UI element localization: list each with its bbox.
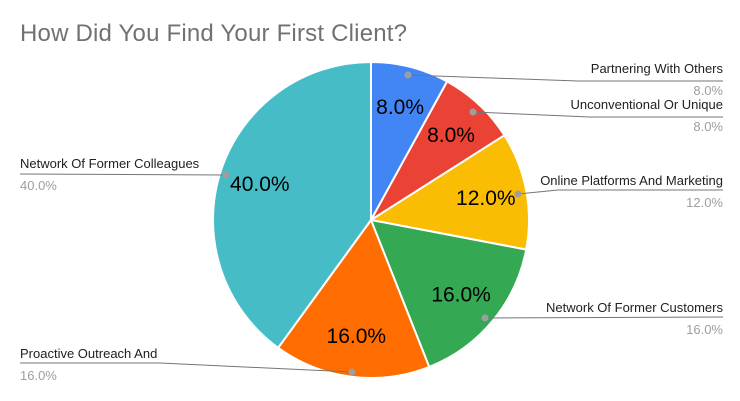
leader-dot-unconventional-or-unique — [469, 108, 477, 116]
callout-partnering-with-others: Partnering With Others 8.0% — [591, 61, 723, 98]
leader-line-network-of-former-customers — [484, 316, 724, 319]
leader-line-partnering-with-others — [407, 74, 723, 82]
chart-title: How Did You Find Your First Client? — [20, 20, 408, 47]
pie-slice-network-of-former-customers — [370, 219, 528, 368]
slice-percent-labels: 8.0%8.0% 12.0% 16.0% 16.0% 40.0% — [230, 96, 516, 348]
leader-dot-partnering-with-others — [404, 71, 412, 79]
callout-percent: 8.0% — [693, 119, 723, 134]
pie-slice-proactive-outreach-and — [277, 219, 431, 379]
pie-slice-online-platforms-and-marketing — [370, 134, 530, 251]
slice-percent-label-network-of-former-colleagues: 40.0% — [230, 173, 290, 196]
callout-label: Partnering With Others — [590, 61, 723, 76]
slice-percent-label-partnering-with-others: 8.0% — [376, 96, 424, 119]
pie-slice-network-of-former-colleagues — [212, 61, 372, 349]
leader-dot-network-of-former-customers — [481, 314, 489, 322]
callout-proactive-outreach-and: Proactive Outreach And 16.0% — [20, 346, 157, 383]
callout-percent: 12.0% — [686, 195, 723, 210]
callout-label: Unconventional Or Unique — [570, 97, 723, 112]
leader-line-online-platforms-and-marketing — [517, 189, 723, 195]
leader-line-network-of-former-colleagues — [19, 173, 227, 176]
callout-label: Network Of Former Colleagues — [20, 156, 200, 171]
callout-label: Proactive Outreach And — [20, 346, 158, 361]
leader-lines — [19, 71, 724, 376]
callout-network-of-former-colleagues: Network Of Former Colleagues 40.0% — [20, 156, 199, 193]
slice-percent-label-network-of-former-customers: 16.0% — [431, 284, 491, 307]
pie-slices — [212, 61, 530, 379]
callout-percent: 16.0% — [686, 322, 723, 337]
leader-dot-online-platforms-and-marketing — [514, 190, 522, 198]
leader-dot-network-of-former-colleagues — [222, 171, 230, 179]
slice-percent-label-unconventional-or-unique: 8.0% — [427, 124, 475, 147]
callout-unconventional-or-unique: Unconventional Or Unique 8.0% — [571, 97, 723, 134]
callout-label: Online Platforms And Marketing — [540, 173, 723, 188]
callout-network-of-former-customers: Network Of Former Customers 16.0% — [546, 300, 723, 337]
callout-percent: 40.0% — [20, 178, 57, 193]
leader-dot-proactive-outreach-and — [348, 368, 356, 376]
slice-percent-label-proactive-outreach-and: 16.0% — [327, 325, 387, 348]
slice-percent-label-online-platforms-and-marketing: 12.0% — [456, 187, 516, 210]
callout-percent: 8.0% — [693, 83, 723, 98]
leader-line-proactive-outreach-and — [20, 362, 353, 373]
leader-line-unconventional-or-unique — [472, 111, 723, 118]
callout-online-platforms-and-marketing: Online Platforms And Marketing 12.0% — [540, 173, 723, 210]
callout-label: Network Of Former Customers — [546, 300, 723, 315]
callout-percent: 16.0% — [20, 368, 57, 383]
